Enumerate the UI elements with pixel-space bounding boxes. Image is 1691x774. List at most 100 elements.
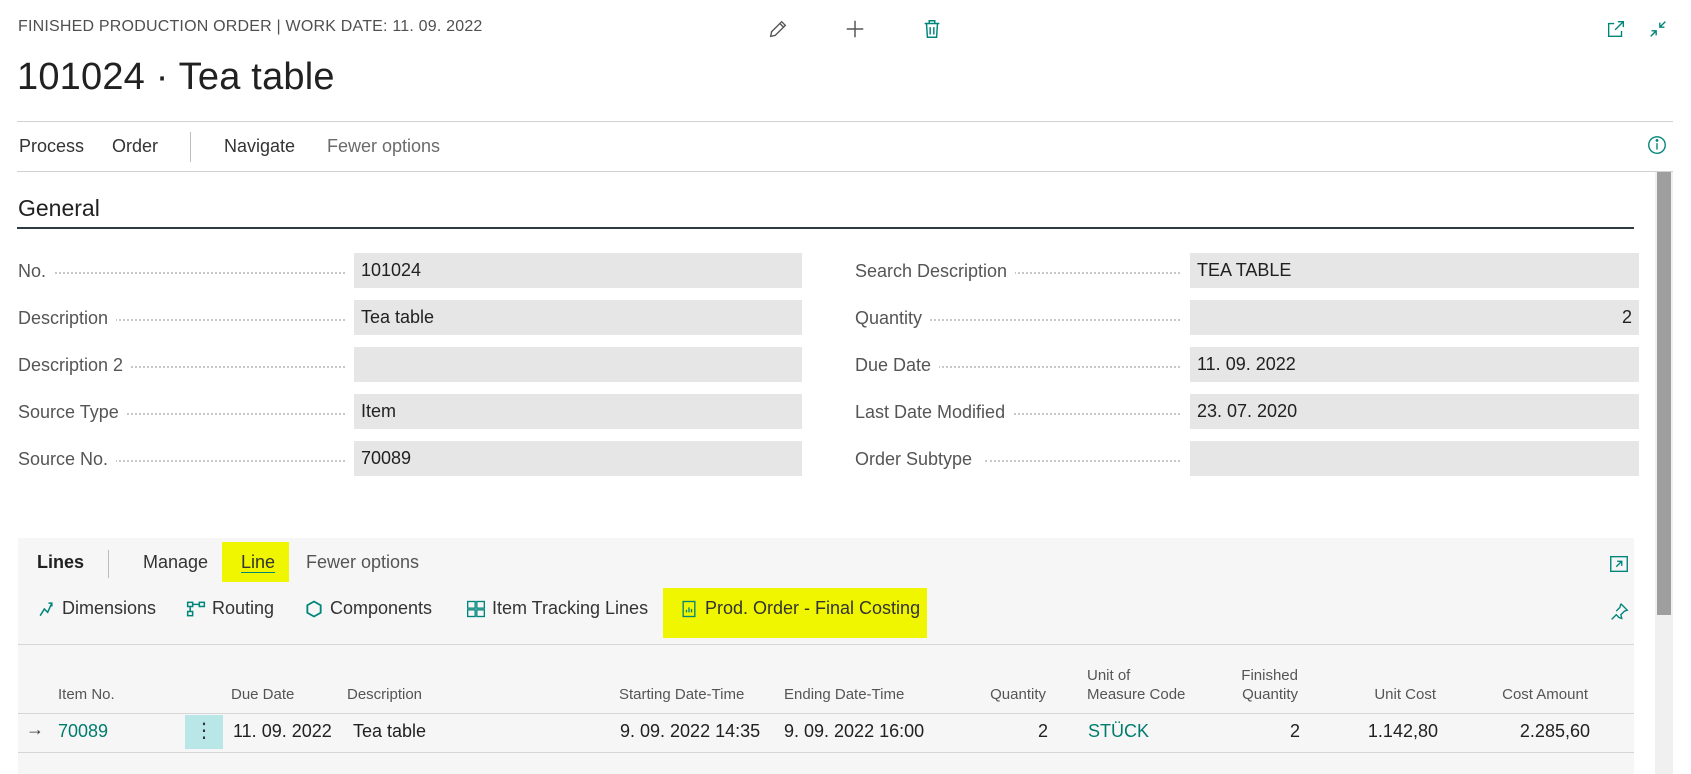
field-label: Due Date <box>855 355 940 376</box>
action-separator <box>190 132 191 162</box>
column-header-text: Unit of <box>1087 667 1131 684</box>
components-label: Components <box>330 598 433 618</box>
field-value[interactable]: 2 <box>1190 300 1639 335</box>
cell-quantity: 2 <box>1037 721 1048 741</box>
plus-icon[interactable] <box>843 17 867 41</box>
action-process[interactable]: Process <box>19 136 85 156</box>
action-bar: Process Order Navigate Fewer options <box>0 124 1691 168</box>
current-row-arrow-icon: → <box>26 719 44 739</box>
highlight-final-costing <box>663 588 927 638</box>
column-header-quantity[interactable]: Quantity <box>990 686 1046 703</box>
column-header-due-date[interactable]: Due Date <box>231 686 295 703</box>
tab-manage[interactable]: Manage <box>143 552 209 572</box>
field-dots <box>930 319 1180 321</box>
cell-unit-of-measure-code[interactable]: STÜCK <box>1088 721 1150 741</box>
field-value[interactable]: 11. 09. 2022 <box>1190 347 1639 382</box>
column-header-item-no[interactable]: Item No. <box>58 686 115 703</box>
cell-item-no[interactable]: 70089 <box>58 721 109 741</box>
item-tracking-label: Item Tracking Lines <box>492 598 649 618</box>
field-value[interactable] <box>354 347 802 382</box>
tab-fewer-options[interactable]: Fewer options <box>306 552 420 572</box>
column-header-ending-date-time[interactable]: Ending Date-Time <box>784 686 905 703</box>
field-dots <box>985 460 1180 462</box>
row-actions-ellipsis-icon[interactable]: ⋮ <box>185 715 223 749</box>
field-label: Last Date Modified <box>855 402 1014 423</box>
open-in-new-window-icon[interactable] <box>1604 17 1628 41</box>
field-value[interactable]: TEA TABLE <box>1190 253 1639 288</box>
pin-icon[interactable] <box>1607 600 1631 624</box>
dimensions-icon <box>39 601 53 616</box>
routing-label: Routing <box>212 598 275 618</box>
page-caption: FINISHED PRODUCTION ORDER | WORK DATE: 1… <box>18 18 483 35</box>
dimensions-label: Dimensions <box>62 598 157 618</box>
tab-line[interactable]: Line <box>241 552 276 572</box>
field-dots <box>55 272 345 274</box>
field-label: Order Subtype <box>855 449 981 470</box>
field-dots <box>120 413 345 415</box>
page-title: 101024 · Tea table <box>17 56 335 98</box>
section-underline <box>17 227 1634 229</box>
cell-description: Tea table <box>353 721 427 741</box>
column-header-text: Measure Code <box>1087 686 1186 703</box>
field-label: Quantity <box>855 308 931 329</box>
tab-separator <box>108 550 109 578</box>
cell-finished-quantity: 2 <box>1289 721 1300 741</box>
item-tracking-lines-button[interactable]: Item Tracking Lines <box>466 598 648 619</box>
components-button[interactable]: Components <box>304 598 432 619</box>
tab-lines[interactable]: Lines <box>37 552 85 572</box>
dimensions-button[interactable]: Dimensions <box>36 598 156 619</box>
actionbar-divider <box>17 171 1673 172</box>
collapse-icon[interactable] <box>1646 17 1670 41</box>
table-header-divider <box>18 713 1634 714</box>
field-label: Search Description <box>855 261 1016 282</box>
field-value[interactable]: 70089 <box>354 441 802 476</box>
scrollbar-thumb[interactable] <box>1657 172 1671 615</box>
action-order[interactable]: Order <box>112 136 159 156</box>
column-header-description[interactable]: Description <box>347 686 423 703</box>
cell-ending-date-time: 9. 09. 2022 16:00 <box>784 721 925 741</box>
routing-icon <box>186 601 206 616</box>
field-dots <box>935 366 1180 368</box>
field-value[interactable]: 101024 <box>354 253 802 288</box>
column-header-text: Finished <box>1241 667 1298 684</box>
field-label: Description 2 <box>18 355 132 376</box>
header-divider <box>17 121 1673 122</box>
final-costing-label: Prod. Order - Final Costing <box>705 598 921 618</box>
components-icon <box>306 599 322 618</box>
column-header-cost-amount[interactable]: Cost Amount <box>1502 686 1588 703</box>
field-value[interactable] <box>1190 441 1639 476</box>
expand-panel-icon[interactable] <box>1607 552 1631 576</box>
column-header-unit-cost[interactable]: Unit Cost <box>1374 686 1436 703</box>
column-header-starting-date-time[interactable]: Starting Date-Time <box>619 686 745 703</box>
cell-starting-date-time: 9. 09. 2022 14:35 <box>620 721 761 741</box>
pencil-icon[interactable] <box>766 17 790 41</box>
cell-unit-cost: 1.142,80 <box>1367 721 1438 741</box>
column-header-text: Quantity <box>1242 686 1298 703</box>
action-fewer-options[interactable]: Fewer options <box>327 136 441 156</box>
action-navigate[interactable]: Navigate <box>224 136 296 156</box>
field-dots <box>110 319 345 321</box>
field-dots <box>1010 413 1180 415</box>
section-title-general[interactable]: General <box>18 195 100 221</box>
field-label: Source Type <box>18 402 127 423</box>
field-label: Description <box>18 308 117 329</box>
field-label: No. <box>18 261 55 282</box>
highlight-line-tab <box>222 542 289 582</box>
report-icon <box>682 600 696 617</box>
lines-panel: Lines Manage Line Fewer options Dimensio… <box>18 538 1634 774</box>
cell-cost-amount: 2.285,60 <box>1519 721 1590 741</box>
panel-divider <box>18 644 1634 645</box>
field-value[interactable]: Item <box>354 394 802 429</box>
trash-icon[interactable] <box>920 17 944 41</box>
field-dots <box>120 366 345 368</box>
field-dots <box>1010 272 1180 274</box>
field-value[interactable]: Tea table <box>354 300 802 335</box>
field-dots <box>110 460 345 462</box>
routing-button[interactable]: Routing <box>186 598 274 619</box>
item-tracking-icon <box>467 600 485 617</box>
info-icon[interactable] <box>1645 133 1669 157</box>
field-label: Source No. <box>18 449 117 470</box>
table-row-divider <box>18 752 1634 753</box>
field-value[interactable]: 23. 07. 2020 <box>1190 394 1639 429</box>
prod-order-final-costing-button[interactable]: Prod. Order - Final Costing <box>679 598 920 619</box>
